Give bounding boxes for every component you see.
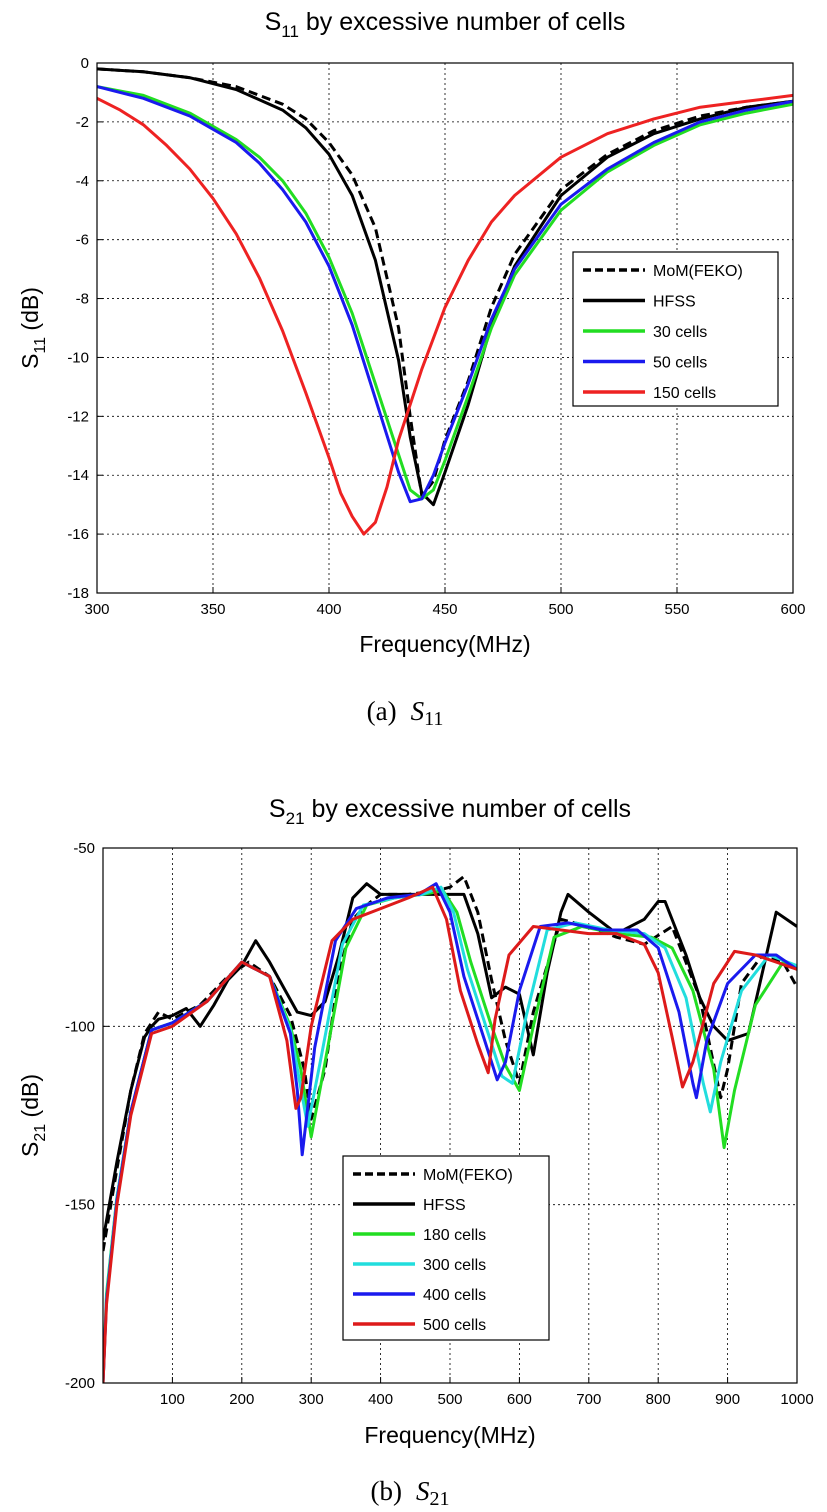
x-tick-label: 400 [316,601,341,618]
legend-label: 150 cells [653,385,716,402]
legend-label: 300 cells [423,1257,486,1274]
legend-box [572,251,779,407]
legend-label: HFSS [653,294,696,311]
x-tick-label: 1000 [780,1391,813,1408]
legend-label: MoM(FEKO) [423,1167,513,1184]
figure-caption: (a) S11 [367,696,444,730]
x-tick-label: 300 [299,1391,324,1408]
x-tick-label: 500 [437,1391,462,1408]
y-tick-label: -50 [73,840,95,857]
y-tick-label: -2 [76,114,89,131]
y-axis-label: S11 (dB) [17,287,49,369]
chart-title: S21 by excessive number of cells [269,795,631,828]
series-line-hfss [97,67,793,507]
x-tick-label: 200 [229,1391,254,1408]
y-tick-label: -200 [65,1375,95,1392]
legend-label: 180 cells [423,1227,486,1244]
y-tick-label: -14 [67,467,89,484]
y-tick-label: -6 [76,232,89,249]
series-group [103,875,797,1383]
x-tick-label: 500 [548,601,573,618]
y-axis-label: S21 (dB) [17,1074,49,1157]
y-tick-label: -16 [67,526,89,543]
x-tick-label: 550 [664,601,689,618]
legend: MoM(FEKO) HFSS 30 cells 50 cells 150 cells [572,251,779,407]
y-tick-label: -8 [76,291,89,308]
legend: MoM(FEKO) HFSS 180 cells 300 cells 400 cells… [342,1155,550,1341]
series-line-30-cells [97,85,793,501]
series-line-150-cells [97,93,793,536]
legend-label: 500 cells [423,1317,486,1334]
y-tick-label: -150 [65,1197,95,1214]
x-tick-label: 600 [780,601,805,618]
x-tick-label: 300 [84,601,109,618]
x-tick-label: 800 [646,1391,671,1408]
legend-label: 50 cells [653,355,707,372]
x-tick-label: 900 [715,1391,740,1408]
y-tick-label: -18 [67,585,89,602]
y-tick-label: -12 [67,408,89,425]
legend-label: 400 cells [423,1287,486,1304]
figure-caption: (b) S21 [371,1476,450,1510]
y-tick-label: -4 [76,173,89,190]
grid [97,63,793,593]
x-tick-label: 400 [368,1391,393,1408]
chart-title: S11 by excessive number of cells [265,8,626,41]
series-line-50-cells [97,85,793,504]
legend-label: MoM(FEKO) [653,263,743,280]
x-tick-label: 700 [576,1391,601,1408]
legend-label: 30 cells [653,324,707,341]
y-tick-label: 0 [81,55,89,72]
s11-chart: 300 350 400 450 500 550 600 0 -2 -4 -6 -8 -10 -12 -14 -… [17,8,806,730]
legend-label: HFSS [423,1197,466,1214]
y-tick-label: -100 [65,1018,95,1035]
x-axis-label: Frequency(MHz) [364,1422,535,1448]
x-tick-label: 450 [432,601,457,618]
series-group [97,67,793,536]
x-tick-label: 350 [200,601,225,618]
series-line-500-cells [103,885,797,1383]
x-tick-label: 600 [507,1391,532,1408]
legend-box [342,1155,550,1341]
y-tick-label: -10 [67,349,89,366]
x-axis-label: Frequency(MHz) [359,631,530,657]
s21-chart: 100 200 300 400 500 600 700 800 900 1000 -50 -100 -1… [17,795,814,1510]
x-tick-label: 100 [160,1391,185,1408]
